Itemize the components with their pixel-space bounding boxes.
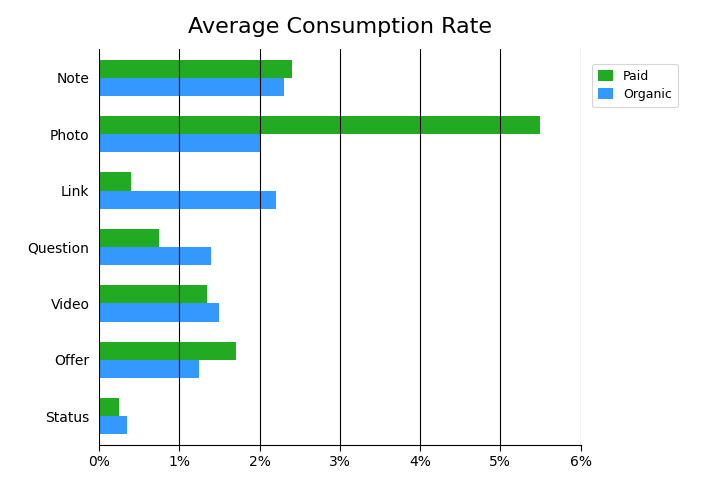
Title: Average Consumption Rate: Average Consumption Rate (188, 17, 492, 37)
Bar (99, 191, 275, 208)
Bar (99, 60, 292, 78)
Bar (99, 78, 284, 96)
Bar (99, 172, 131, 191)
Bar (99, 286, 207, 303)
Bar (99, 247, 212, 265)
Bar (99, 342, 236, 360)
Bar (99, 416, 127, 434)
Bar (99, 229, 159, 247)
Legend: Paid, Organic: Paid, Organic (592, 64, 678, 107)
Bar (99, 134, 260, 152)
Bar (99, 360, 200, 378)
Bar (99, 303, 219, 322)
Bar (99, 398, 119, 416)
Bar (99, 116, 540, 134)
